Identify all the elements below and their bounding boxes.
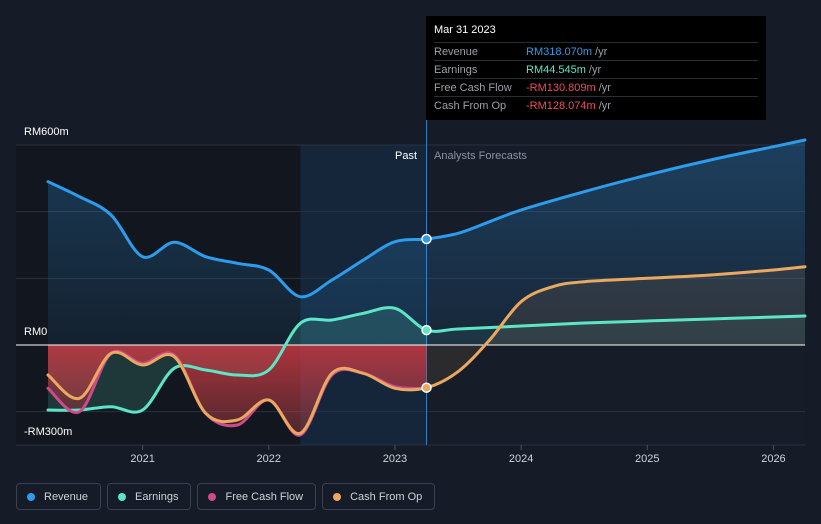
marker-earnings <box>421 324 432 336</box>
line-earnings-past <box>46 306 427 414</box>
tooltip-row-earnings: Earnings RM44.545m /yr <box>434 60 758 78</box>
line-revenue-forecast <box>427 138 807 241</box>
legend-label: Earnings <box>135 490 179 503</box>
legend-label: Free Cash Flow <box>225 490 304 503</box>
y-tick-label-zero: RM0 <box>24 326 48 338</box>
legend-dot-icon <box>118 492 127 501</box>
markers <box>421 233 432 393</box>
forecast-label: Analysts Forecasts <box>434 150 527 162</box>
legend: Revenue Earnings Free Cash Flow Cash Fro… <box>16 483 436 510</box>
tooltip-row-cash-from-op: Cash From Op -RM128.074m /yr <box>434 96 758 114</box>
legend-dot-icon <box>333 492 342 501</box>
tooltip-value: -RM130.809m <box>526 81 596 94</box>
legend-label: Revenue <box>44 490 89 503</box>
tooltip-unit: /yr <box>595 45 608 58</box>
legend-item-revenue[interactable]: Revenue <box>16 483 102 510</box>
area-free-cash-flow <box>48 345 427 436</box>
area-earnings-forecast <box>427 316 805 345</box>
tooltip-date: Mar 31 2023 <box>434 24 496 36</box>
tooltip-value: -RM128.074m <box>526 99 596 112</box>
tooltip-label: Cash From Op <box>434 99 507 112</box>
tooltip: Mar 31 2023 Revenue RM318.070m /yr Earni… <box>426 16 766 120</box>
tooltip-row-free-cash-flow: Free Cash Flow -RM130.809m /yr <box>434 78 758 96</box>
y-tick-label-bottom: -RM300m <box>24 426 73 438</box>
legend-item-cash-from-op[interactable]: Cash From Op <box>322 483 436 510</box>
tooltip-unit: /yr <box>598 99 611 112</box>
legend-dot-icon <box>208 492 217 501</box>
tooltip-label: Free Cash Flow <box>434 81 512 94</box>
x-axis: 2021 2022 2023 2024 2025 2026 <box>130 445 786 465</box>
x-tick-label: 2025 <box>635 453 659 465</box>
area-cash-from-op-forecast <box>427 266 805 388</box>
legend-dot-icon <box>27 492 35 501</box>
x-tick-label: 2024 <box>509 453 533 465</box>
line-cash-from-op-forecast <box>427 265 807 390</box>
tooltip-unit: /yr <box>588 63 602 76</box>
tooltip-label: Earnings <box>434 63 478 76</box>
legend-item-free-cash-flow[interactable]: Free Cash Flow <box>197 483 317 510</box>
legend-item-earnings[interactable]: Earnings <box>107 483 192 510</box>
marker-cash-from-op <box>421 382 432 393</box>
x-tick-label: 2021 <box>130 453 154 465</box>
x-tick-label: 2022 <box>257 453 281 465</box>
marker-revenue <box>421 233 432 245</box>
tooltip-unit: /yr <box>598 81 611 94</box>
line-cash-from-op-past <box>46 350 427 435</box>
line-earnings-forecast <box>427 314 807 333</box>
past-label: Past <box>395 150 418 162</box>
y-tick-label-top: RM600m <box>24 126 69 138</box>
line-revenue-past <box>46 180 427 299</box>
legend-label: Cash From Op <box>350 490 423 503</box>
area-cash-from-op-past <box>48 345 427 434</box>
series-lines <box>16 138 807 437</box>
x-tick-label: 2023 <box>383 453 407 465</box>
tooltip-value: RM318.070m <box>526 45 593 58</box>
x-tick-label: 2026 <box>761 453 785 465</box>
tooltip-row-revenue: Revenue RM318.070m /yr <box>434 42 758 60</box>
tooltip-value: RM44.545m <box>526 63 586 76</box>
tooltip-label: Revenue <box>434 45 479 58</box>
